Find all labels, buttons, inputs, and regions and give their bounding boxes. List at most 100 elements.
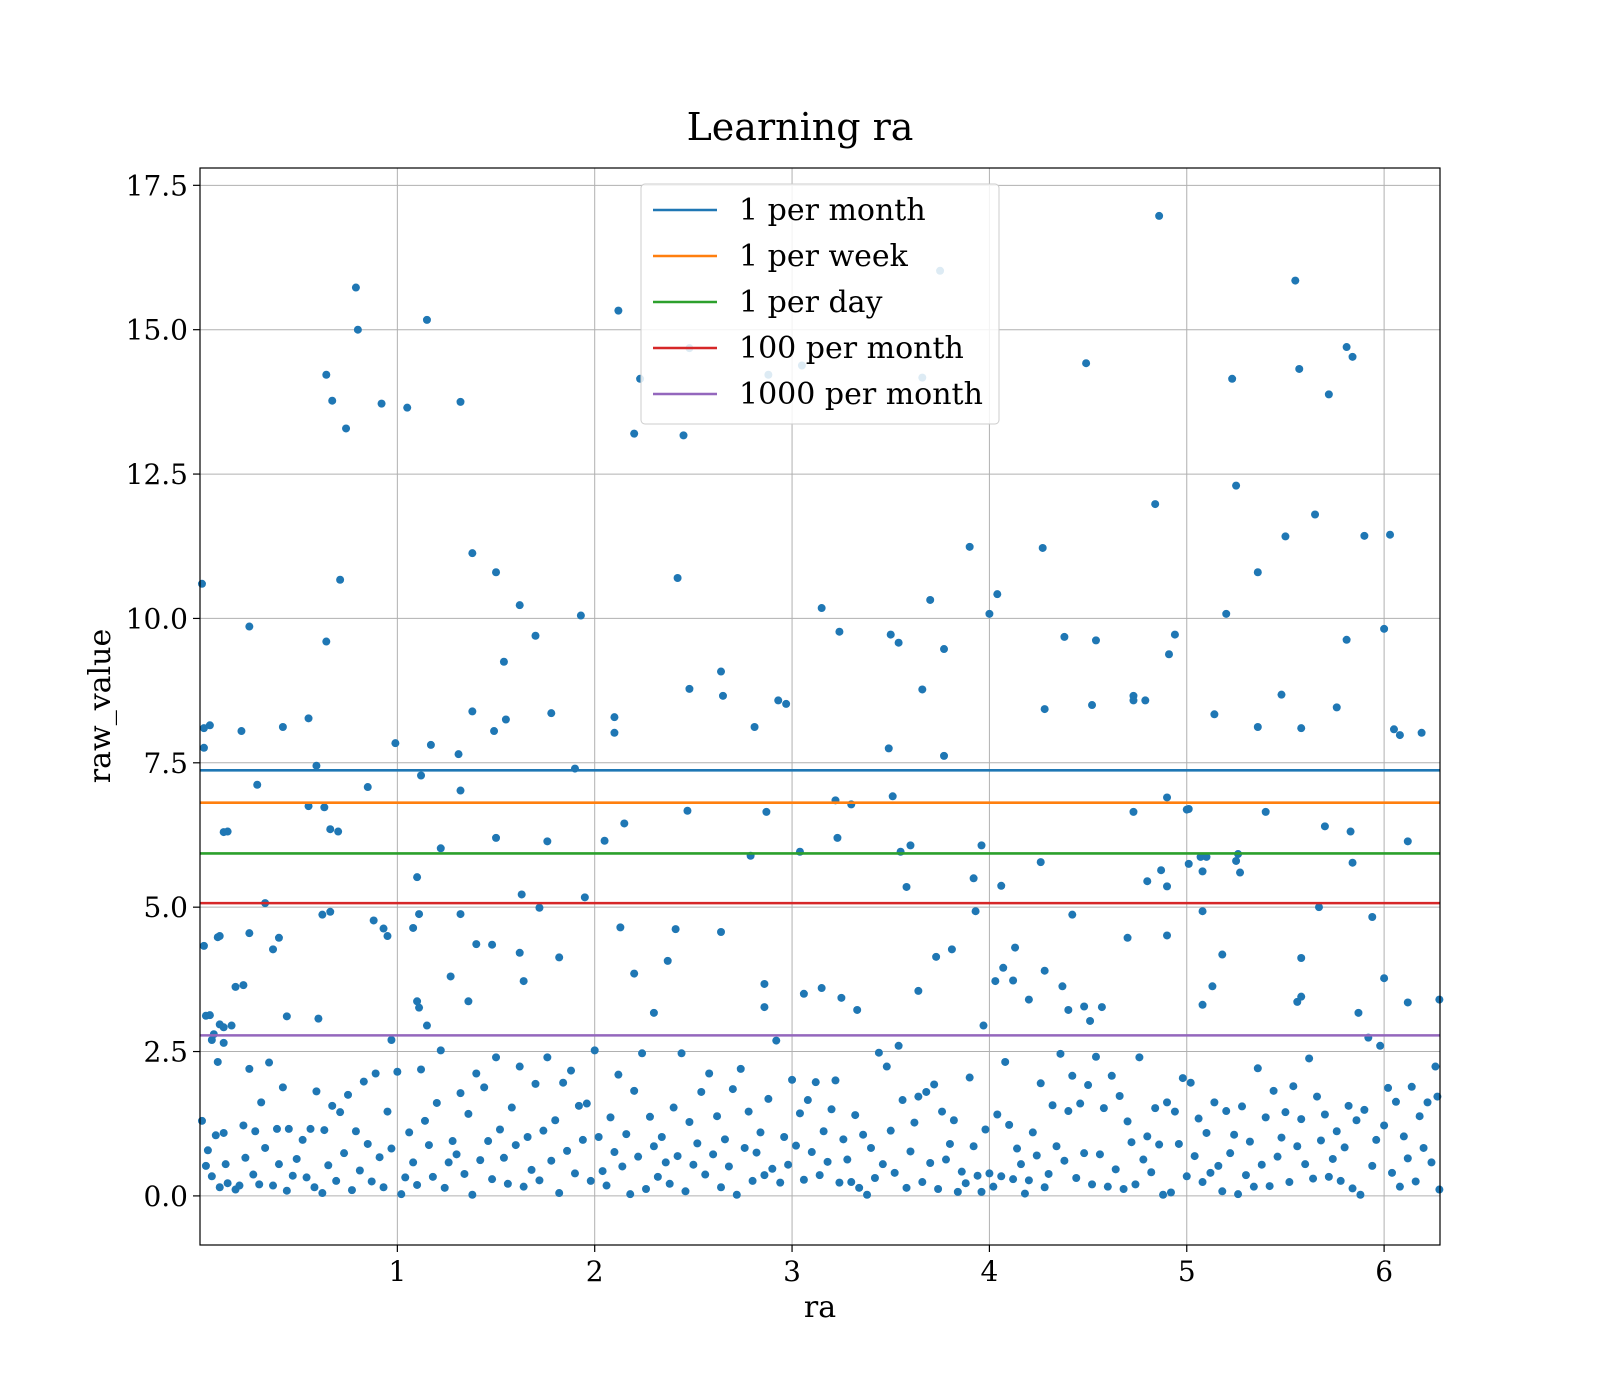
scatter-point bbox=[1222, 1107, 1231, 1116]
scatter-point bbox=[1417, 728, 1426, 737]
scatter-point bbox=[1080, 1002, 1089, 1011]
scatter-point bbox=[464, 997, 473, 1006]
scatter-point bbox=[1129, 807, 1138, 816]
scatter-point bbox=[906, 1147, 915, 1156]
scatter-point bbox=[851, 1111, 860, 1120]
scatter-point bbox=[985, 609, 994, 618]
scatter-point bbox=[1427, 1158, 1436, 1167]
scatter-point bbox=[231, 982, 240, 991]
scatter-point bbox=[245, 622, 254, 631]
scatter-point bbox=[1024, 995, 1033, 1004]
scatter-point bbox=[1388, 1168, 1397, 1177]
scatter-point bbox=[219, 1023, 228, 1032]
scatter-point bbox=[298, 1135, 307, 1144]
scatter-point bbox=[1163, 793, 1172, 802]
scatter-point bbox=[336, 1108, 345, 1117]
scatter-point bbox=[1095, 1150, 1104, 1159]
scatter-point bbox=[1340, 1143, 1349, 1152]
scatter-point bbox=[1009, 976, 1018, 985]
scatter-point bbox=[1115, 1092, 1124, 1101]
scatter-point bbox=[379, 1183, 388, 1192]
scatter-point bbox=[918, 1178, 927, 1187]
scatter-point bbox=[1196, 852, 1205, 861]
scatter-point bbox=[1198, 1000, 1207, 1009]
scatter-point bbox=[312, 1087, 321, 1096]
scatter-point bbox=[586, 1176, 595, 1185]
scatter-point bbox=[535, 1176, 544, 1185]
scatter-point bbox=[454, 750, 463, 759]
scatter-point bbox=[328, 1101, 337, 1110]
scatter-point bbox=[768, 1164, 777, 1173]
scatter-point bbox=[993, 590, 1002, 599]
scatter-point bbox=[732, 1190, 741, 1199]
scatter-point bbox=[578, 1135, 587, 1144]
scatter-point bbox=[622, 1130, 631, 1139]
scatter-point bbox=[1178, 1074, 1187, 1083]
legend-label: 100 per month bbox=[739, 331, 964, 366]
scatter-point bbox=[815, 1171, 824, 1180]
scatter-point bbox=[1249, 1182, 1258, 1191]
scatter-point bbox=[409, 923, 418, 932]
scatter-point bbox=[1202, 1128, 1211, 1137]
scatter-point bbox=[464, 1109, 473, 1118]
scatter-point bbox=[1182, 1172, 1191, 1181]
scatter-point bbox=[999, 963, 1008, 972]
scatter-point bbox=[312, 761, 321, 770]
scatter-point bbox=[1253, 568, 1262, 577]
scatter-point bbox=[1332, 703, 1341, 712]
scatter-point bbox=[379, 924, 388, 933]
scatter-point bbox=[776, 1178, 785, 1187]
scatter-point bbox=[799, 1175, 808, 1184]
x-tick-label: 5 bbox=[1178, 1255, 1196, 1288]
scatter-point bbox=[1218, 1187, 1227, 1196]
scatter-point bbox=[1143, 1132, 1152, 1141]
scatter-point bbox=[760, 1171, 769, 1180]
scatter-point bbox=[1435, 995, 1444, 1004]
legend-label: 1 per month bbox=[739, 193, 926, 228]
scatter-point bbox=[223, 1179, 232, 1188]
scatter-point bbox=[582, 1099, 591, 1108]
scatter-point bbox=[1348, 352, 1357, 361]
scatter-point bbox=[1016, 1160, 1025, 1169]
scatter-point bbox=[409, 1158, 418, 1167]
scatter-point bbox=[914, 986, 923, 995]
scatter-point bbox=[1068, 1071, 1077, 1080]
scatter-point bbox=[292, 1154, 301, 1163]
scatter-point bbox=[1314, 903, 1323, 912]
scatter-point bbox=[1048, 1101, 1057, 1110]
scatter-point bbox=[488, 940, 497, 949]
scatter-point bbox=[1277, 690, 1286, 699]
y-axis-label: raw_value bbox=[83, 629, 118, 783]
x-axis-ticks: 1 2 3 4 5 6 bbox=[388, 1245, 1393, 1288]
scatter-point bbox=[1080, 1149, 1089, 1158]
scatter-point bbox=[1384, 1083, 1393, 1092]
scatter-point bbox=[752, 1148, 761, 1157]
scatter-point bbox=[1198, 867, 1207, 876]
scatter-point bbox=[1076, 1099, 1085, 1108]
x-axis-label: ra bbox=[804, 1290, 836, 1325]
scatter-point bbox=[1170, 630, 1179, 639]
scatter-point bbox=[318, 910, 327, 919]
scatter-point bbox=[1088, 1180, 1097, 1189]
scatter-point bbox=[1245, 1137, 1254, 1146]
scatter-point bbox=[1198, 1178, 1207, 1187]
scatter-point bbox=[207, 1035, 216, 1044]
scatter-point bbox=[756, 1128, 765, 1137]
scatter-point bbox=[199, 724, 208, 733]
scatter-point bbox=[748, 1176, 757, 1185]
scatter-point bbox=[563, 1146, 572, 1155]
scatter-point bbox=[422, 1021, 431, 1030]
scatter-point bbox=[417, 771, 426, 780]
scatter-point bbox=[452, 1150, 461, 1159]
scatter-point bbox=[938, 1107, 947, 1116]
scatter-point bbox=[835, 627, 844, 636]
scatter-point bbox=[456, 786, 465, 795]
scatter-point bbox=[1072, 1174, 1081, 1183]
scatter-point bbox=[543, 1053, 552, 1062]
scatter-point bbox=[363, 1139, 372, 1148]
scatter-point bbox=[393, 1067, 402, 1076]
scatter-point bbox=[265, 1058, 274, 1067]
scatter-point bbox=[1376, 1041, 1385, 1050]
scatter-point bbox=[1277, 1133, 1286, 1142]
scatter-point bbox=[527, 1165, 536, 1174]
